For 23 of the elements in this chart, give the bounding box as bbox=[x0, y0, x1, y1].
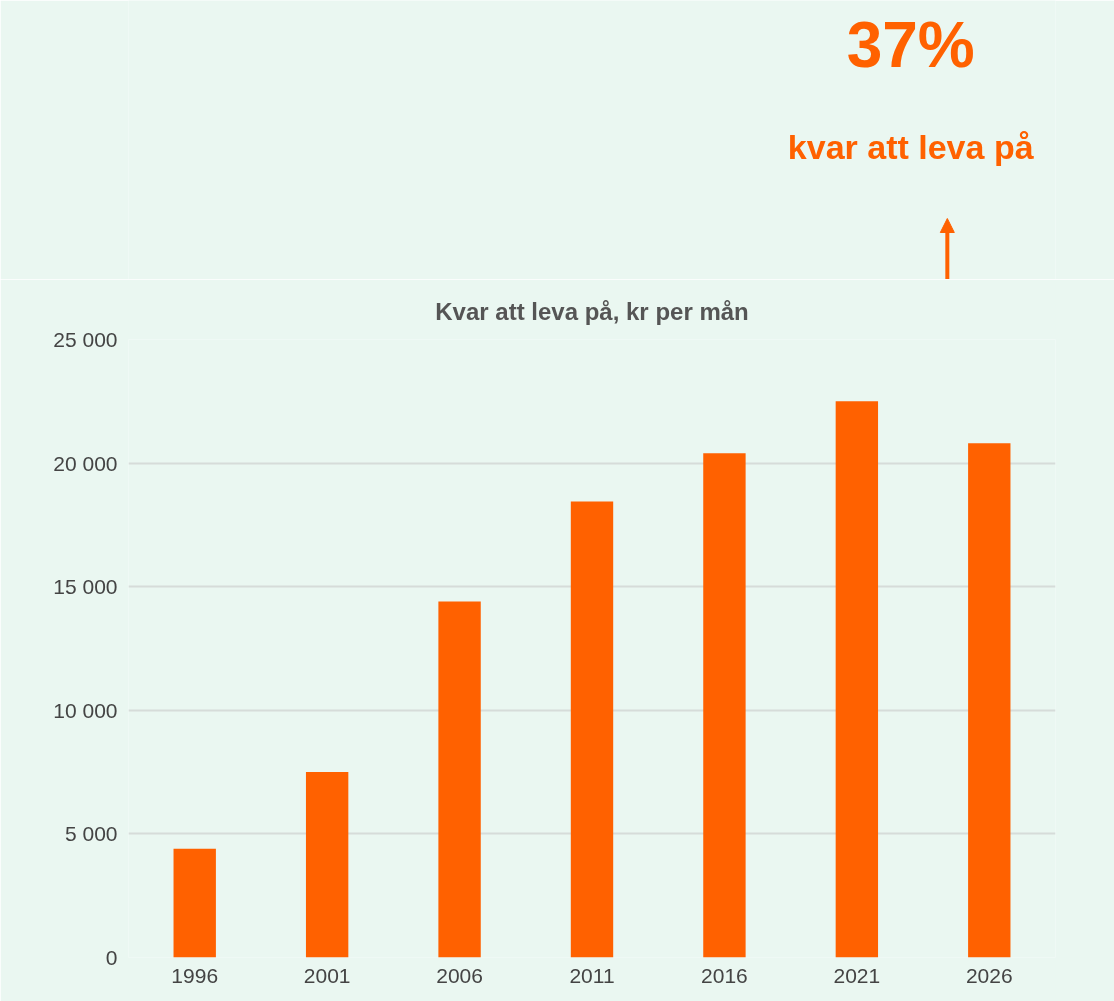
x-tick-label: 2021 bbox=[833, 963, 881, 987]
y-tick-label: 25 000 bbox=[53, 328, 118, 351]
y-tick-label: 0 bbox=[105, 946, 118, 969]
x-tick-label: 2001 bbox=[303, 963, 351, 987]
x-tick-label: 1996 bbox=[171, 963, 219, 987]
bar bbox=[438, 601, 481, 958]
bar bbox=[173, 848, 216, 958]
bar bbox=[703, 453, 746, 958]
bar bbox=[968, 443, 1011, 958]
y-tick-label: 5 000 bbox=[64, 822, 118, 846]
y-tick-label: 10 000 bbox=[53, 698, 118, 722]
bar bbox=[570, 501, 614, 958]
text: kvar att leva på bbox=[787, 127, 1034, 166]
bar bbox=[835, 401, 879, 958]
text: 37% bbox=[846, 8, 975, 81]
y-tick-label: 20 000 bbox=[53, 451, 118, 475]
y-tick-label: 15 000 bbox=[53, 575, 118, 599]
bar bbox=[305, 772, 349, 958]
x-tick-label: 2016 bbox=[701, 963, 748, 987]
x-tick-label: 2026 bbox=[965, 963, 1013, 987]
chart-title: Kvar att leva på, kr per mån bbox=[435, 297, 749, 325]
x-tick-label: 2006 bbox=[436, 963, 483, 987]
x-tick-label: 2011 bbox=[569, 963, 615, 987]
